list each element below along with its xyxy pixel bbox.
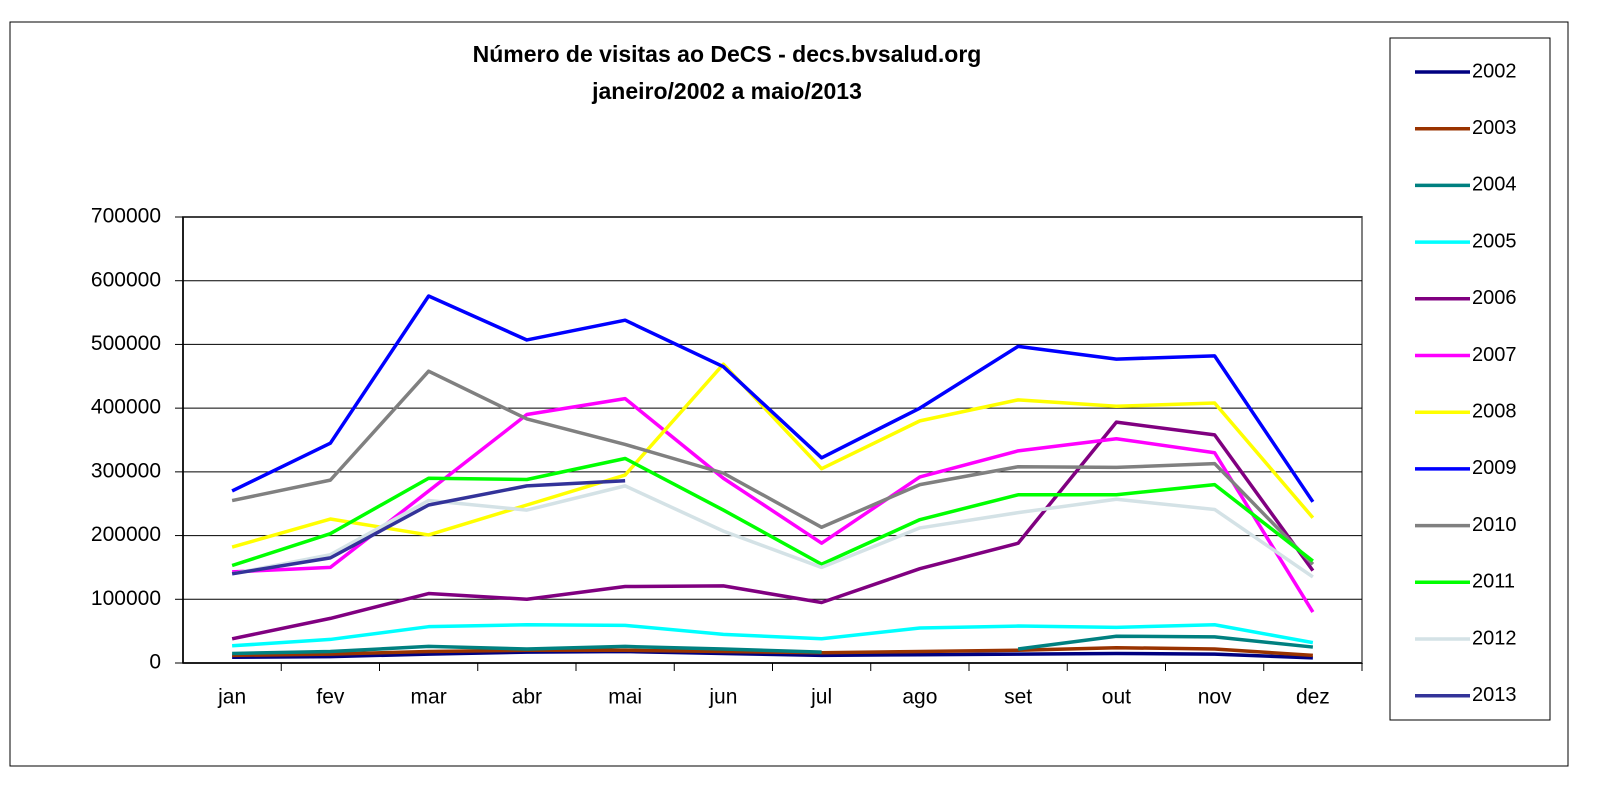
x-tick-label: set [1004,686,1032,709]
legend-label: 2003 [1472,117,1517,139]
series-line [231,362,1315,549]
series-line [231,484,1314,579]
legend-label: 2010 [1472,514,1517,536]
legend-label: 2004 [1472,174,1517,196]
legend-label: 2002 [1472,60,1517,82]
series-line [231,294,1315,503]
x-tick-label: fev [316,686,345,709]
legend-label: 2011 [1472,571,1515,593]
y-tick-label: 600000 [91,268,161,291]
legend-label: 2006 [1472,287,1517,309]
chart-subtitle: janeiro/2002 a maio/2013 [591,78,862,104]
x-tick-label: out [1102,686,1131,709]
series-line [232,649,1313,660]
chart-title: Número de visitas ao DeCS - decs.bvsalud… [473,41,982,67]
x-tick-label: dez [1296,686,1330,709]
series-line [231,479,626,576]
series-line [231,420,1315,641]
series-line [231,369,1315,566]
y-tick-label: 200000 [91,523,161,546]
x-tick-label: jul [810,686,832,709]
y-tick-label: 100000 [91,587,161,610]
legend-label: 2012 [1472,627,1517,649]
series-line [231,456,1314,568]
x-tick-label: abr [512,686,542,709]
legend-label: 2005 [1472,230,1517,252]
y-tick-label: 300000 [91,459,161,482]
y-tick-label: 0 [149,651,161,674]
x-tick-label: mar [411,686,447,709]
series-line [232,623,1314,648]
legend-box [1389,37,1551,721]
y-tick-label: 500000 [91,332,161,355]
x-tick-label: nov [1198,686,1232,709]
x-tick-label: jun [708,686,737,709]
legend-label: 2009 [1472,457,1517,479]
y-tick-label: 400000 [91,396,161,419]
legend-label: 2007 [1472,344,1517,366]
legend-label: 2013 [1472,684,1517,706]
series-line [232,634,1314,656]
x-tick-label: mai [608,686,642,709]
y-tick-label: 700000 [91,205,161,228]
x-tick-label: ago [902,686,937,709]
plot-area [182,216,1363,664]
series-line [232,396,1315,613]
legend-label: 2008 [1472,400,1517,422]
x-tick-label: jan [217,686,246,709]
